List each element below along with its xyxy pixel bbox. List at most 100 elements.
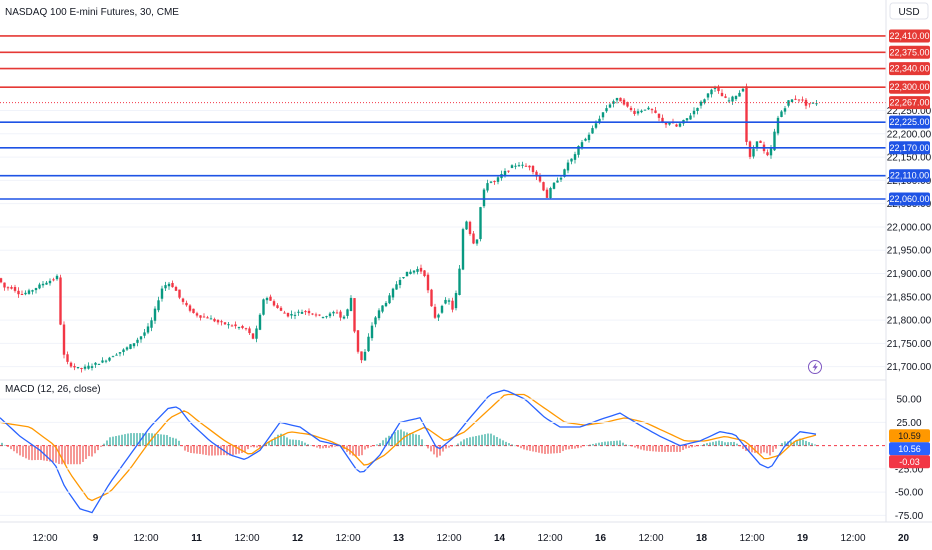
histogram-bar xyxy=(808,442,810,446)
histogram-bar xyxy=(79,445,81,465)
histogram-bar xyxy=(649,445,651,452)
histogram-bar xyxy=(805,440,807,446)
histogram-bar xyxy=(142,433,144,446)
candle xyxy=(258,313,262,331)
candle xyxy=(647,106,650,110)
candle xyxy=(776,115,780,136)
candle xyxy=(556,177,559,183)
candle xyxy=(759,140,762,144)
candle xyxy=(227,322,230,329)
histogram-bar xyxy=(247,445,249,450)
price-tick-label: 21,850.00 xyxy=(887,292,932,303)
candle xyxy=(444,297,447,305)
histogram-bar xyxy=(589,444,591,446)
candle xyxy=(27,288,31,295)
histogram-bar xyxy=(517,445,519,447)
lightning-icon[interactable] xyxy=(808,360,822,374)
level-label-bg xyxy=(889,80,930,94)
histogram-bar xyxy=(472,436,474,446)
histogram-bar xyxy=(7,445,9,448)
time-tick-label: 18 xyxy=(696,533,708,544)
histogram-bar xyxy=(454,445,456,447)
histogram-bar xyxy=(67,445,69,465)
candle xyxy=(136,337,139,347)
candle xyxy=(612,99,615,108)
time-axis[interactable]: 12:00 9 12:00 11 12:00 12 12:00 13 12:00 14 12:00 1… xyxy=(32,533,909,544)
histogram-bar xyxy=(10,445,12,450)
histogram-bar xyxy=(715,441,717,446)
candle xyxy=(591,125,594,134)
histogram-bar xyxy=(352,445,354,456)
candle xyxy=(650,108,654,114)
histogram-bar xyxy=(544,445,546,454)
candle xyxy=(440,304,444,314)
candle xyxy=(188,304,192,313)
candle xyxy=(125,346,129,351)
histogram-bar xyxy=(253,445,255,448)
candle xyxy=(528,165,531,171)
candle xyxy=(251,333,255,340)
levels[interactable] xyxy=(0,35,886,200)
histogram-bar xyxy=(460,441,462,446)
price-pane[interactable] xyxy=(0,35,886,373)
candle xyxy=(311,313,314,316)
histogram-bar xyxy=(574,445,576,449)
histogram-bar xyxy=(334,445,336,447)
price-tick-label: 21,900.00 xyxy=(887,269,932,280)
candle xyxy=(402,276,405,279)
histogram-bar xyxy=(328,445,330,448)
candle xyxy=(59,274,62,326)
candle xyxy=(731,95,734,105)
candle xyxy=(804,98,808,110)
histogram-bar xyxy=(55,445,57,463)
histogram-bar xyxy=(139,433,141,446)
candle xyxy=(55,274,59,281)
time-tick-label: 12:00 xyxy=(335,533,360,544)
macd-tick-label: 50.00 xyxy=(896,395,921,406)
candle xyxy=(447,298,451,305)
candle xyxy=(335,309,339,314)
candle xyxy=(73,363,76,371)
candle xyxy=(234,321,237,329)
histogram-bar xyxy=(415,434,417,446)
candle xyxy=(248,326,251,336)
time-tick-label: 12:00 xyxy=(32,533,57,544)
histogram-bar xyxy=(283,435,285,446)
histogram-bar xyxy=(772,445,774,453)
candle xyxy=(416,266,419,275)
candle xyxy=(216,319,220,325)
level-label-bg xyxy=(889,45,930,59)
candles xyxy=(0,83,818,373)
histogram-bar xyxy=(16,445,18,454)
histogram-bar xyxy=(121,434,123,446)
candle xyxy=(143,329,146,339)
histogram-bar xyxy=(169,436,171,446)
histogram-bar xyxy=(721,441,723,446)
candle xyxy=(342,315,346,320)
histogram-bar xyxy=(391,433,393,446)
histogram-bar xyxy=(136,433,138,446)
macd-pane[interactable] xyxy=(0,389,886,516)
histogram-bar xyxy=(778,445,780,446)
histogram-bar xyxy=(214,445,216,456)
candle xyxy=(790,99,794,103)
macd-axis[interactable]: 50.00 25.00 -25.00 -50.00 -75.00 xyxy=(895,395,924,522)
candle xyxy=(549,186,552,200)
histogram-bar xyxy=(76,445,78,465)
currency-button[interactable] xyxy=(889,2,929,20)
histogram-bar xyxy=(298,440,300,446)
candle xyxy=(181,297,185,305)
candle xyxy=(437,313,440,321)
candle xyxy=(545,187,549,198)
histogram-bar xyxy=(349,445,351,455)
time-tick-label: 11 xyxy=(191,533,202,544)
histogram-bar xyxy=(487,433,489,446)
histogram-bar xyxy=(550,445,552,454)
histogram-bar xyxy=(526,445,528,451)
candle xyxy=(696,107,699,115)
histogram-bar xyxy=(601,442,603,446)
candle xyxy=(87,362,90,370)
time-tick-label: 12:00 xyxy=(739,533,764,544)
histogram-bar xyxy=(481,434,483,446)
